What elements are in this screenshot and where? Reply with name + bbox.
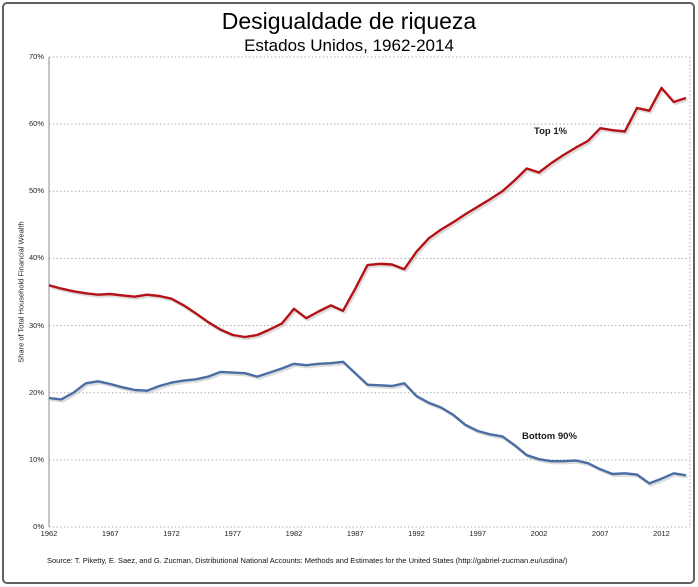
y-tick-label-40: 40% [28, 253, 44, 263]
x-tick-label-2012: 2012 [653, 529, 670, 538]
y-tick-label-30: 30% [28, 320, 44, 330]
x-tick-label-1977: 1977 [224, 529, 242, 538]
chart-title: Desigualdade de riqueza [221, 8, 477, 34]
x-tick-label-1987: 1987 [346, 529, 364, 538]
series-shadow-1 [50, 362, 688, 487]
y-tick-label-70: 70% [28, 52, 44, 61]
x-tick-label-1997: 1997 [469, 529, 487, 538]
series-line-top-1- [48, 86, 687, 339]
series-label-bottom90: Bottom 90% [522, 431, 577, 442]
x-tick-label-1992: 1992 [408, 529, 425, 538]
series-shadow-0 [50, 88, 688, 341]
series-line-bottom-90- [48, 360, 687, 485]
x-tick-label-1962: 1962 [40, 529, 58, 538]
y-tick-label-20: 20% [28, 387, 44, 397]
source-citation: Source: T. Piketty, E. Saez, and G. Zucm… [47, 556, 568, 565]
x-tick-label-2007: 2007 [591, 529, 609, 538]
x-tick-label-1967: 1967 [101, 529, 119, 538]
x-tick-label-1972: 1972 [163, 529, 180, 538]
x-tick-label-1982: 1982 [285, 529, 303, 538]
x-tick-label-2002: 2002 [530, 529, 548, 538]
y-tick-label-50: 50% [28, 186, 44, 196]
series-label-top1: Top 1% [534, 126, 568, 137]
y-tick-label-10: 10% [28, 454, 44, 464]
y-tick-label-0: 0% [33, 522, 44, 531]
chart-subtitle: Estados Unidos, 1962-2014 [244, 36, 454, 55]
y-tick-label-60: 60% [28, 119, 44, 129]
